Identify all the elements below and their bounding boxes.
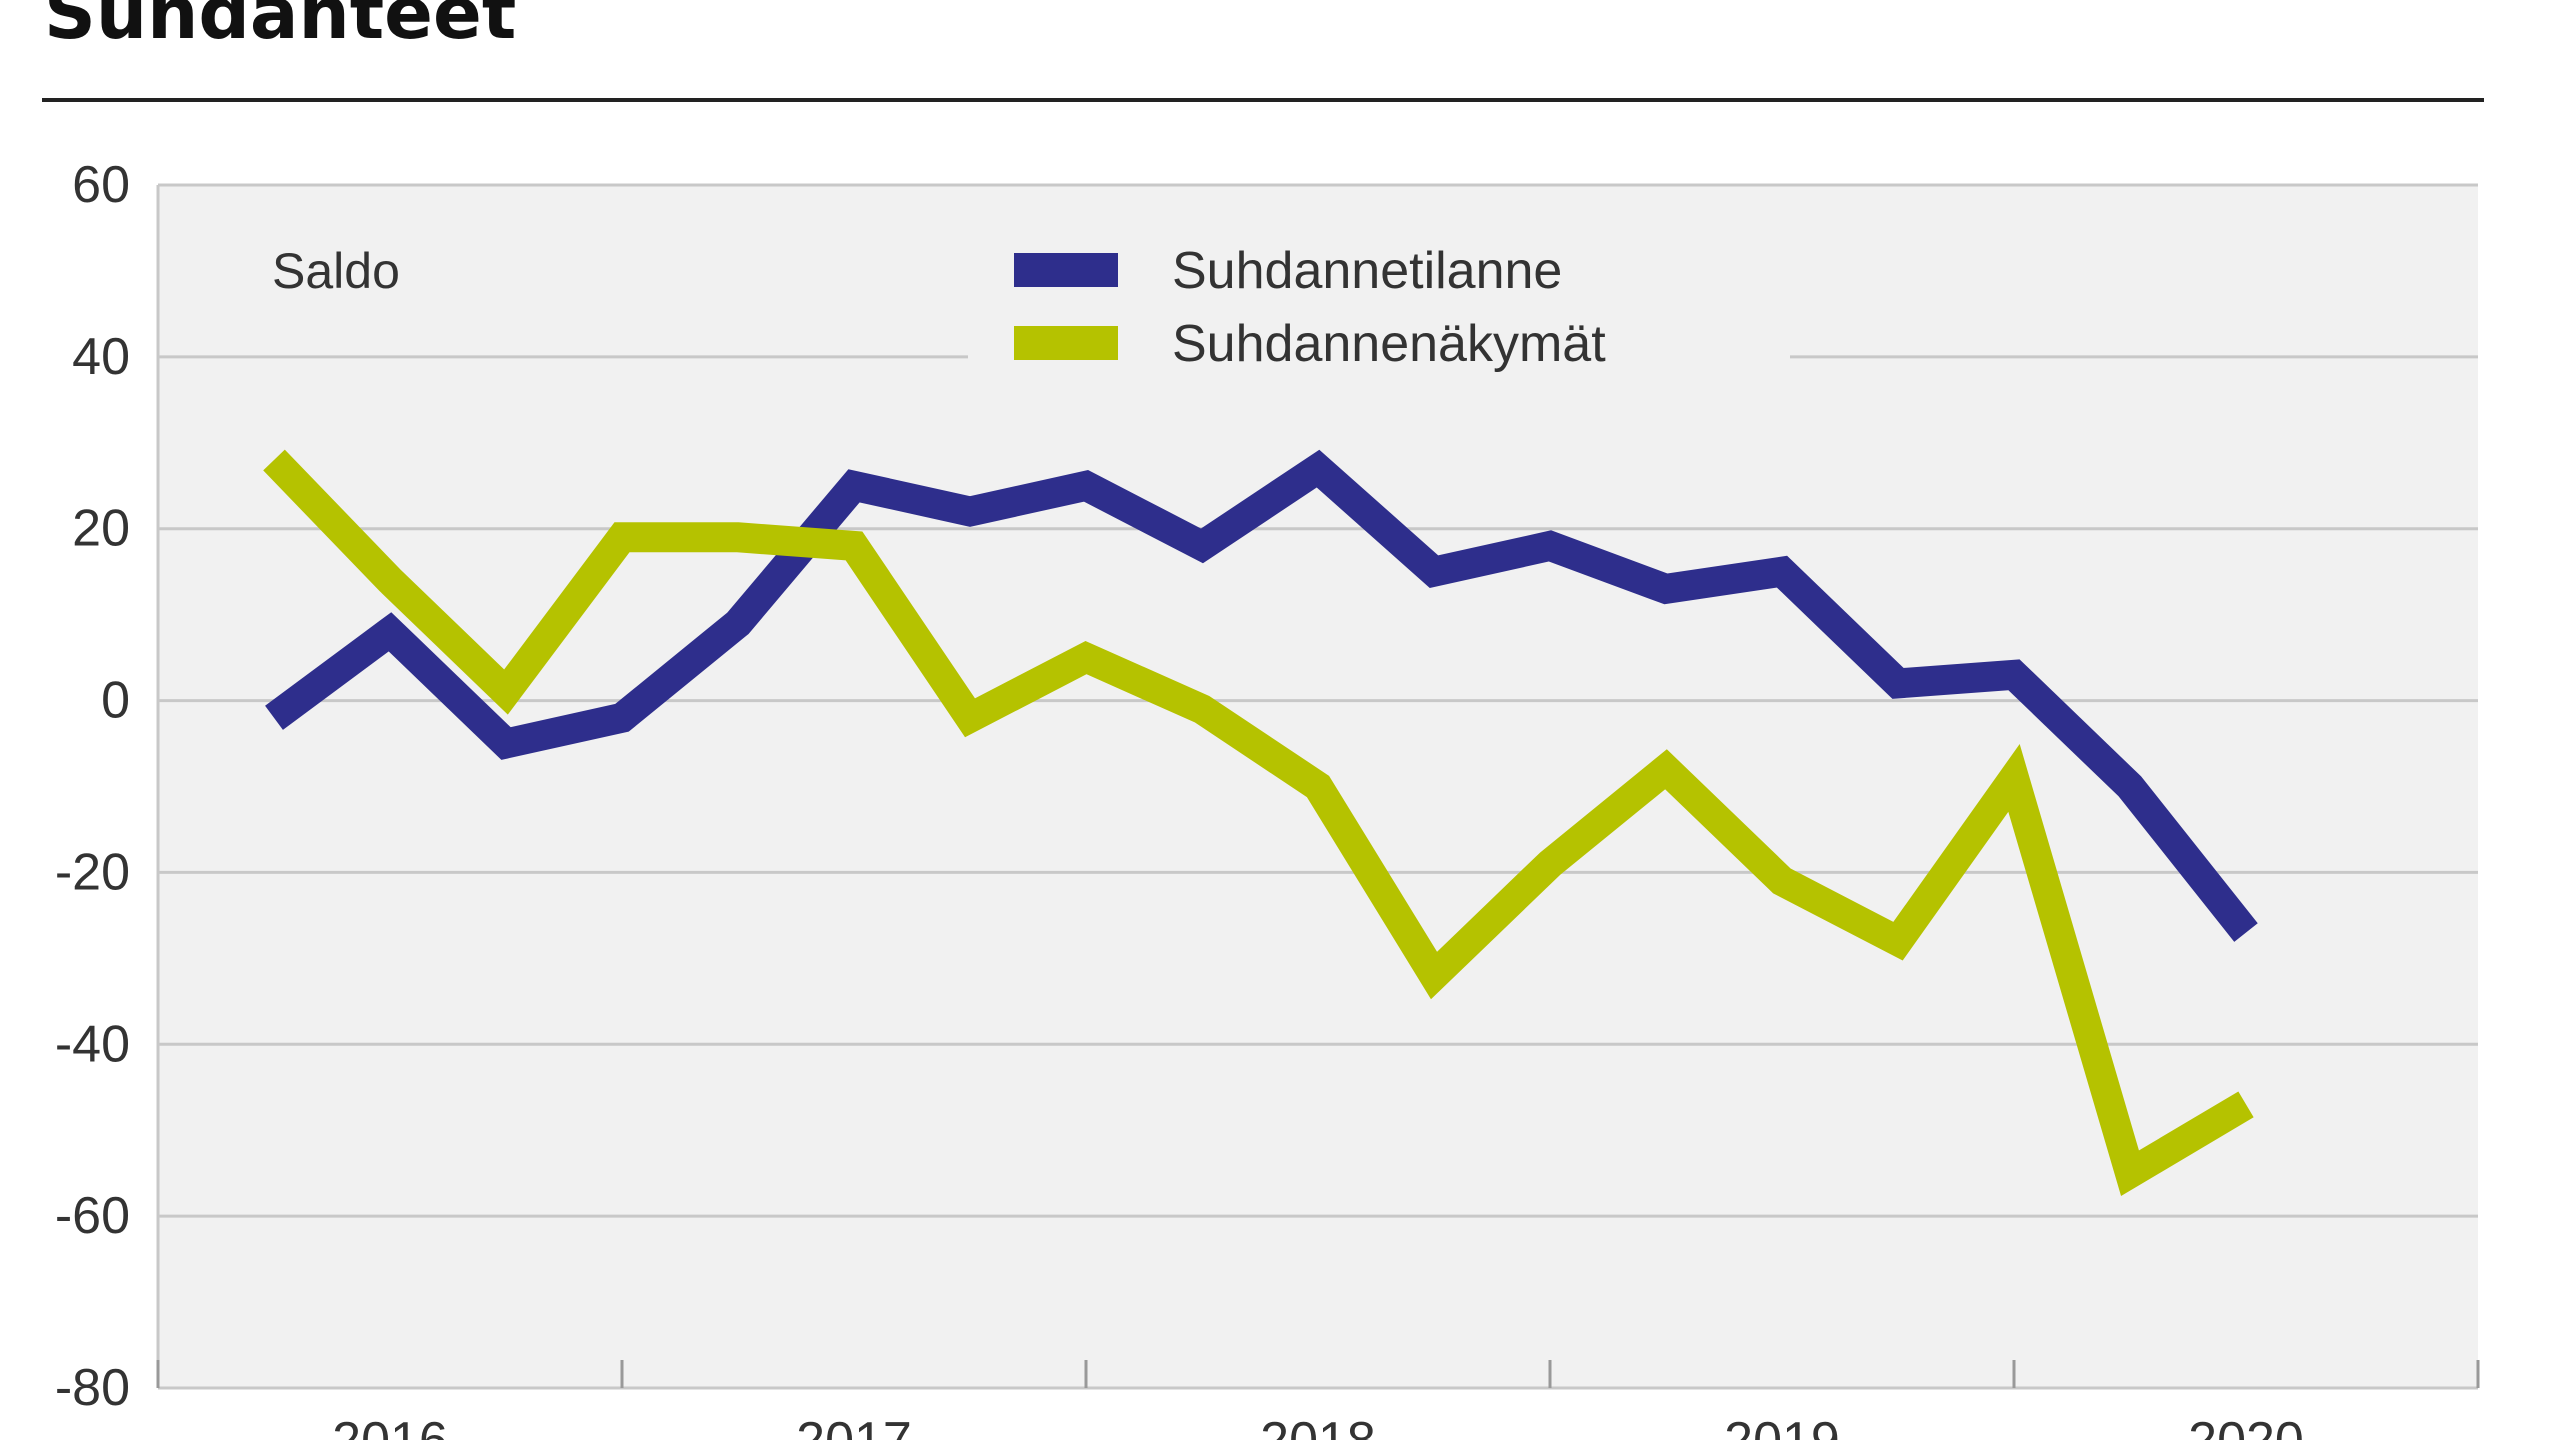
data-point — [1433, 571, 1435, 573]
series-lines — [263, 449, 2258, 1196]
data-point — [2245, 932, 2247, 934]
data-point — [1201, 708, 1203, 710]
y-axis: -80 -60 -40 -20 0 20 40 60 — [55, 156, 130, 1417]
data-point — [2013, 674, 2015, 676]
data-point — [1433, 975, 1435, 977]
data-point — [1781, 571, 1783, 573]
data-point — [2129, 1172, 2131, 1174]
data-point — [273, 459, 275, 461]
data-point — [853, 485, 855, 487]
y-tick-label: -40 — [55, 1015, 130, 1073]
data-point — [2245, 1103, 2247, 1105]
y-tick-label: 60 — [72, 156, 130, 214]
x-tick-label: 2016 — [332, 1412, 448, 1440]
data-point — [2129, 786, 2131, 788]
data-point — [1549, 545, 1551, 547]
legend-swatch-1 — [1014, 253, 1118, 287]
data-point — [853, 545, 855, 547]
data-point — [1085, 485, 1087, 487]
data-point — [273, 717, 275, 719]
y-tick-label: 40 — [72, 328, 130, 386]
y-tick-label: -20 — [55, 843, 130, 901]
data-point — [505, 691, 507, 693]
data-point — [1085, 657, 1087, 659]
data-point — [1201, 545, 1203, 547]
data-point — [389, 579, 391, 581]
x-tick-label: 2019 — [1724, 1412, 1840, 1440]
data-point — [737, 536, 739, 538]
data-point — [1897, 940, 1899, 942]
x-tick-label: 2017 — [796, 1412, 912, 1440]
x-tick-label: 2018 — [1260, 1412, 1376, 1440]
data-point — [1665, 588, 1667, 590]
x-axis: 2016 2017 2018 2019 2020 — [156, 1360, 2480, 1440]
data-point — [1897, 682, 1899, 684]
series-line-2 — [263, 449, 2254, 1196]
data-point — [1317, 468, 1319, 470]
page-title: Suhdanteet — [44, 0, 516, 55]
legend-label-2: Suhdannenäkymät — [1172, 315, 1606, 373]
x-tick-label: 2020 — [2188, 1412, 2304, 1440]
data-point — [2013, 777, 2015, 779]
data-point — [969, 511, 971, 513]
data-point — [621, 717, 623, 719]
data-point — [505, 743, 507, 745]
y-tick-label: 20 — [72, 500, 130, 558]
data-point — [1665, 768, 1667, 770]
y-tick-label: -80 — [55, 1359, 130, 1417]
unit-label-background — [262, 246, 424, 298]
legend: Saldo Suhdannetilanne Suhdannenäkymät — [262, 232, 1790, 382]
y-tick-label: -60 — [55, 1187, 130, 1245]
data-point — [1549, 863, 1551, 865]
data-point — [737, 622, 739, 624]
data-point — [1781, 880, 1783, 882]
y-unit-label: Saldo — [272, 243, 400, 299]
legend-label-1: Suhdannetilanne — [1172, 242, 1562, 300]
y-tick-label: 0 — [101, 672, 130, 730]
data-point — [389, 631, 391, 633]
series-line-1 — [265, 449, 2258, 942]
legend-swatch-2 — [1014, 326, 1118, 360]
data-point — [969, 717, 971, 719]
data-point — [621, 536, 623, 538]
data-point — [1317, 786, 1319, 788]
